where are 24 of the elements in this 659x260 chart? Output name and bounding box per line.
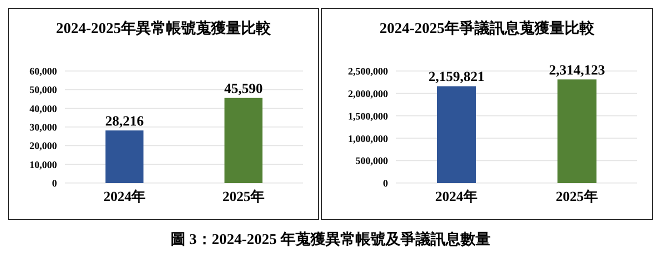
x-tick-label: 2025年	[222, 188, 264, 205]
y-tick-label: 0	[383, 178, 388, 190]
y-tick-label: 30,000	[30, 122, 57, 134]
y-tick-label: 0	[52, 178, 57, 190]
y-tick-label: 10,000	[30, 160, 57, 171]
data-label: 2,314,123	[549, 63, 605, 78]
x-tick-label: 2025年	[556, 188, 598, 205]
y-tick-label: 20,000	[30, 141, 57, 152]
caption: 圖 3：2024-2025 年蒐獲異常帳號及爭議訊息數量	[170, 230, 492, 249]
y-tick-label: 500,000	[356, 156, 388, 168]
data-label: 28,216	[105, 114, 144, 130]
y-tick-label: 1,000,000	[348, 134, 388, 145]
y-tick-label: 50,000	[30, 85, 57, 96]
y-tick-label: 1,500,000	[348, 111, 388, 122]
chart-title: 2024-2025年爭議訊息蒐獲量比較	[378, 19, 596, 39]
data-label: 45,590	[224, 82, 263, 97]
chart-title: 2024-2025年異常帳號蒐獲量比較	[55, 19, 272, 39]
x-tick-label: 2024年	[104, 188, 146, 205]
y-tick-label: 2,000,000	[348, 88, 388, 100]
y-tick-label: 60,000	[30, 66, 57, 78]
data-label: 2,159,821	[428, 70, 484, 86]
y-tick-label: 40,000	[30, 104, 57, 115]
y-tick-label: 2,500,000	[348, 66, 388, 78]
x-tick-label: 2024年	[435, 188, 478, 205]
